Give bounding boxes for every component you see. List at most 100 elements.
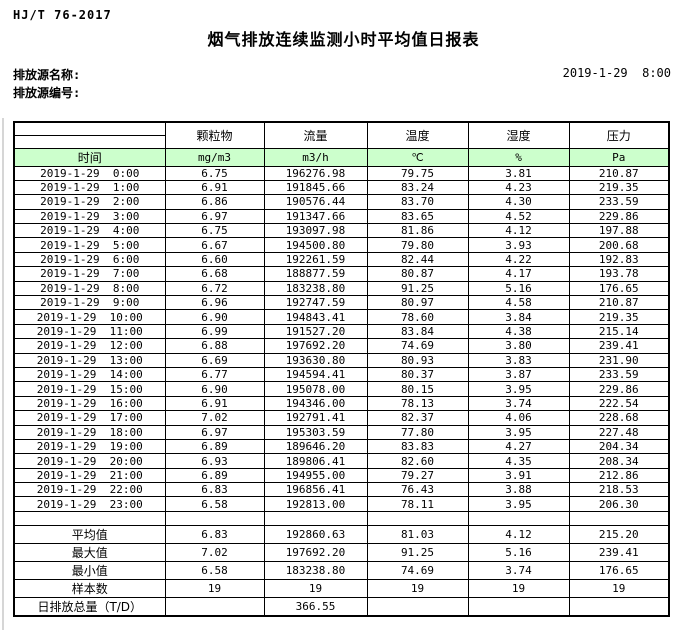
value-cell: 6.68 — [164, 266, 265, 282]
summary-value: 19 — [366, 579, 469, 599]
value-cell: 4.38 — [467, 323, 570, 340]
hourly-row: 2019-1-29 9:00 6.96 192747.59 80.97 4.58 210.… — [13, 295, 670, 311]
summary-value — [568, 597, 670, 617]
value-cell: 194500.80 — [263, 237, 368, 253]
summary-value: 19 — [263, 579, 368, 599]
value-cell: 82.44 — [366, 251, 469, 268]
value-cell: 208.34 — [568, 453, 670, 469]
unit-particulate: mg/m3 — [164, 147, 265, 167]
time-cell: 2019-1-29 21:00 — [13, 467, 166, 484]
value-cell: 229.86 — [568, 208, 670, 225]
value-cell: 4.22 — [467, 251, 570, 268]
hourly-row: 2019-1-29 11:00 6.99 191527.20 83.84 4.38 215… — [13, 323, 670, 340]
column-header-temperature: 温度 — [366, 121, 469, 149]
column-header-pressure: 压力 — [568, 121, 670, 149]
value-cell: 197692.20 — [263, 338, 368, 354]
value-cell: 80.97 — [366, 295, 469, 311]
value-cell: 6.97 — [164, 208, 265, 225]
hourly-row: 2019-1-29 13:00 6.69 193630.80 80.93 3.83 231… — [13, 352, 670, 368]
page-title: 烟气排放连续监测小时平均值日报表 — [207, 32, 480, 49]
value-cell: 3.80 — [467, 338, 570, 354]
summary-value: 366.55 — [263, 597, 368, 617]
value-cell: 176.65 — [568, 280, 670, 297]
value-cell: 78.11 — [366, 496, 469, 512]
time-cell: 2019-1-29 3:00 — [13, 208, 166, 225]
column-header-row: 颗粒物 流量 温度 湿度 压力 — [13, 121, 670, 149]
hourly-rows: 2019-1-29 0:00 6.75 196276.98 79.75 3.81 210.… — [13, 165, 670, 512]
hourly-row: 2019-1-29 21:00 6.89 194955.00 79.27 3.91 212… — [13, 467, 670, 484]
value-cell: 191845.66 — [263, 179, 368, 196]
hourly-row: 2019-1-29 14:00 6.77 194594.41 80.37 3.87 233… — [13, 366, 670, 383]
value-cell: 6.58 — [164, 496, 265, 512]
value-cell: 6.60 — [164, 251, 265, 268]
value-cell: 218.53 — [568, 482, 670, 498]
summary-value: 183238.80 — [263, 561, 368, 581]
summary-value: 91.25 — [366, 543, 469, 563]
time-cell: 2019-1-29 13:00 — [13, 352, 166, 368]
value-cell: 3.88 — [467, 482, 570, 498]
value-cell: 6.83 — [164, 482, 265, 498]
column-header-flow: 流量 — [263, 121, 368, 149]
unit-temperature: ℃ — [366, 147, 469, 167]
value-cell: 6.88 — [164, 338, 265, 354]
time-cell: 2019-1-29 10:00 — [13, 309, 166, 325]
value-cell: 5.16 — [467, 280, 570, 297]
source-name-label: 排放源名称: — [13, 68, 81, 82]
value-cell: 77.80 — [366, 424, 469, 440]
value-cell: 215.14 — [568, 323, 670, 340]
value-cell: 189806.41 — [263, 453, 368, 469]
value-cell: 192791.41 — [263, 410, 368, 426]
hourly-row: 2019-1-29 4:00 6.75 193097.98 81.86 4.12 197.… — [13, 223, 670, 239]
value-cell: 229.86 — [568, 381, 670, 397]
summary-value: 4.12 — [467, 525, 570, 545]
value-cell: 76.43 — [366, 482, 469, 498]
summary-row: 日排放总量（T/D） 366.55 — [13, 597, 670, 617]
value-cell: 3.95 — [467, 381, 570, 397]
value-cell: 192813.00 — [263, 496, 368, 512]
time-cell: 2019-1-29 4:00 — [13, 223, 166, 239]
time-header-split-bottom-cell — [13, 134, 166, 149]
value-cell: 3.74 — [467, 395, 570, 412]
value-cell: 188877.59 — [263, 266, 368, 282]
time-cell: 2019-1-29 14:00 — [13, 366, 166, 383]
summary-value — [366, 597, 469, 617]
value-cell: 6.93 — [164, 453, 265, 469]
hourly-row: 2019-1-29 17:00 7.02 192791.41 82.37 4.06 228… — [13, 410, 670, 426]
value-cell: 6.96 — [164, 295, 265, 311]
column-header-humidity: 湿度 — [467, 121, 570, 149]
hourly-row: 2019-1-29 18:00 6.97 195303.59 77.80 3.95 227… — [13, 424, 670, 440]
value-cell: 82.60 — [366, 453, 469, 469]
value-cell: 194346.00 — [263, 395, 368, 412]
summary-value: 192860.63 — [263, 525, 368, 545]
hourly-row: 2019-1-29 0:00 6.75 196276.98 79.75 3.81 210.… — [13, 165, 670, 181]
hourly-report-table: 颗粒物 流量 温度 湿度 压力 时间 mg/m3 m3/h ℃ % Pa 201… — [13, 121, 670, 618]
value-cell: 83.24 — [366, 179, 469, 196]
value-cell: 6.90 — [164, 309, 265, 325]
hourly-row: 2019-1-29 10:00 6.90 194843.41 78.60 3.84 219… — [13, 309, 670, 325]
value-cell: 80.93 — [366, 352, 469, 368]
unit-humidity: % — [467, 147, 570, 167]
hourly-row: 2019-1-29 19:00 6.89 189646.20 83.83 4.27 204… — [13, 438, 670, 455]
value-cell: 4.52 — [467, 208, 570, 225]
hourly-row: 2019-1-29 2:00 6.86 190576.44 83.70 4.30 233.… — [13, 194, 670, 210]
time-cell: 2019-1-29 5:00 — [13, 237, 166, 253]
summary-value: 215.20 — [568, 525, 670, 545]
value-cell: 6.91 — [164, 395, 265, 412]
hourly-row: 2019-1-29 15:00 6.90 195078.00 80.15 3.95 229… — [13, 381, 670, 397]
value-cell: 6.90 — [164, 381, 265, 397]
time-cell: 2019-1-29 17:00 — [13, 410, 166, 426]
hourly-row: 2019-1-29 5:00 6.67 194500.80 79.80 3.93 200.… — [13, 237, 670, 253]
value-cell: 79.75 — [366, 165, 469, 181]
value-cell: 79.80 — [366, 237, 469, 253]
hourly-row: 2019-1-29 6:00 6.60 192261.59 82.44 4.22 192.… — [13, 251, 670, 268]
hourly-row: 2019-1-29 3:00 6.97 191347.66 83.65 4.52 229.… — [13, 208, 670, 225]
value-cell: 6.72 — [164, 280, 265, 297]
value-cell: 200.68 — [568, 237, 670, 253]
summary-row: 样本数 19 19 19 19 19 — [13, 579, 670, 599]
value-cell: 233.59 — [568, 366, 670, 383]
value-cell: 6.97 — [164, 424, 265, 440]
hourly-row: 2019-1-29 22:00 6.83 196856.41 76.43 3.88 218… — [13, 482, 670, 498]
value-cell: 193.78 — [568, 266, 670, 282]
value-cell: 206.30 — [568, 496, 670, 512]
summary-rows: 平均值 6.83 192860.63 81.03 4.12 215.20 最大值 7.02 19… — [13, 510, 670, 617]
